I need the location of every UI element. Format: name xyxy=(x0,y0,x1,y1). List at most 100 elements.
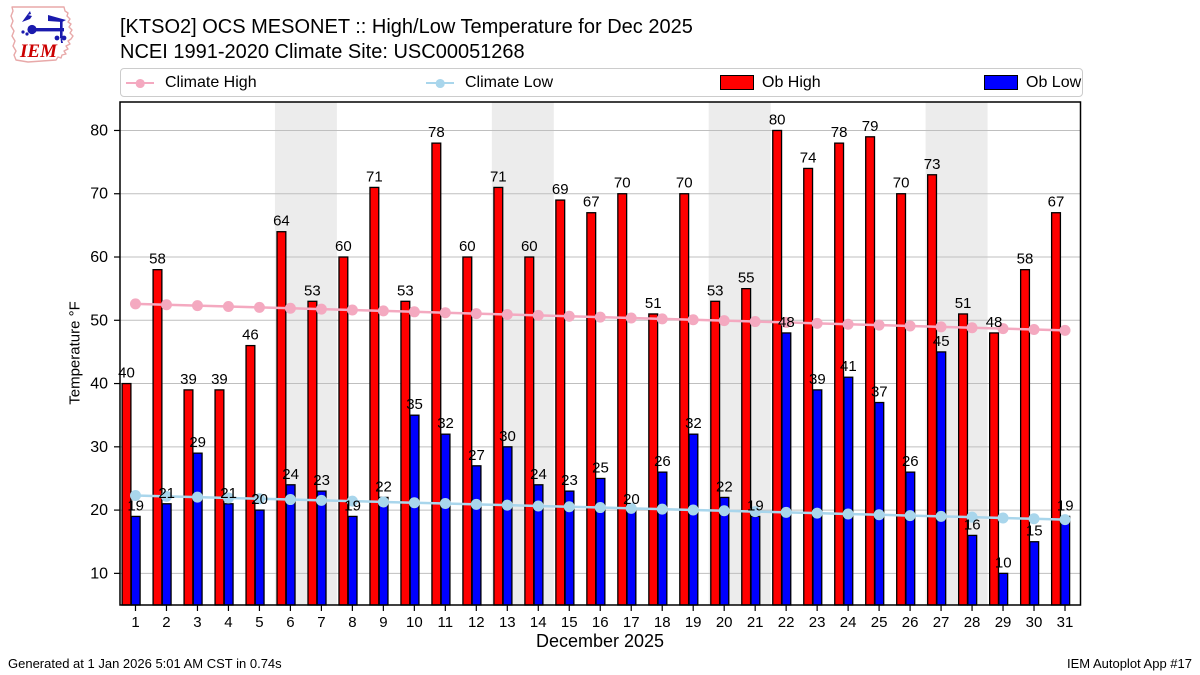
svg-text:9: 9 xyxy=(379,614,387,631)
svg-text:46: 46 xyxy=(242,327,259,344)
svg-text:70: 70 xyxy=(676,175,693,192)
svg-text:60: 60 xyxy=(459,238,476,255)
svg-text:40: 40 xyxy=(90,376,108,393)
svg-text:23: 23 xyxy=(561,472,578,489)
svg-text:48: 48 xyxy=(778,314,795,331)
svg-text:58: 58 xyxy=(149,251,166,268)
svg-text:28: 28 xyxy=(964,614,981,631)
svg-text:21: 21 xyxy=(220,485,237,502)
svg-text:11: 11 xyxy=(438,614,454,631)
svg-text:29: 29 xyxy=(995,614,1012,631)
svg-text:51: 51 xyxy=(955,295,972,312)
svg-text:21: 21 xyxy=(158,485,175,502)
svg-text:8: 8 xyxy=(348,614,356,631)
svg-text:7: 7 xyxy=(317,614,325,631)
svg-text:22: 22 xyxy=(716,478,733,495)
svg-text:16: 16 xyxy=(964,516,981,533)
svg-text:13: 13 xyxy=(499,614,516,631)
svg-text:73: 73 xyxy=(924,156,941,173)
svg-text:3: 3 xyxy=(193,614,201,631)
svg-text:30: 30 xyxy=(499,428,516,445)
svg-text:23: 23 xyxy=(313,472,330,489)
svg-text:69: 69 xyxy=(552,181,569,198)
svg-text:29: 29 xyxy=(189,434,206,451)
svg-text:2: 2 xyxy=(162,614,170,631)
svg-text:39: 39 xyxy=(809,371,826,388)
svg-text:19: 19 xyxy=(344,497,361,514)
svg-text:37: 37 xyxy=(871,384,888,401)
svg-text:70: 70 xyxy=(90,186,108,203)
svg-text:31: 31 xyxy=(1057,614,1074,631)
svg-text:55: 55 xyxy=(738,270,755,287)
svg-text:12: 12 xyxy=(468,614,485,631)
svg-text:70: 70 xyxy=(893,175,910,192)
svg-text:78: 78 xyxy=(428,124,445,141)
svg-text:50: 50 xyxy=(90,312,108,329)
svg-text:10: 10 xyxy=(406,614,423,631)
svg-text:41: 41 xyxy=(840,358,857,375)
svg-text:60: 60 xyxy=(335,238,352,255)
svg-text:26: 26 xyxy=(902,453,919,470)
svg-text:16: 16 xyxy=(592,614,609,631)
svg-text:35: 35 xyxy=(406,396,423,413)
svg-text:1: 1 xyxy=(131,614,139,631)
svg-text:23: 23 xyxy=(809,614,826,631)
svg-text:20: 20 xyxy=(90,502,108,519)
svg-text:51: 51 xyxy=(645,295,662,312)
svg-text:19: 19 xyxy=(127,497,144,514)
svg-text:25: 25 xyxy=(592,459,609,476)
svg-text:15: 15 xyxy=(1026,523,1043,540)
svg-text:32: 32 xyxy=(437,415,454,432)
svg-text:4: 4 xyxy=(224,614,232,631)
svg-text:32: 32 xyxy=(685,415,702,432)
svg-text:10: 10 xyxy=(90,565,108,582)
svg-text:6: 6 xyxy=(286,614,294,631)
svg-text:25: 25 xyxy=(871,614,888,631)
svg-text:80: 80 xyxy=(769,111,786,128)
svg-text:20: 20 xyxy=(716,614,733,631)
svg-text:27: 27 xyxy=(933,614,950,631)
svg-text:19: 19 xyxy=(747,497,764,514)
svg-text:53: 53 xyxy=(707,282,724,299)
svg-text:53: 53 xyxy=(304,282,321,299)
svg-text:30: 30 xyxy=(1026,614,1043,631)
svg-text:45: 45 xyxy=(933,333,950,350)
svg-text:21: 21 xyxy=(747,614,764,631)
svg-text:67: 67 xyxy=(583,194,600,211)
svg-text:18: 18 xyxy=(654,614,671,631)
svg-text:80: 80 xyxy=(90,122,108,139)
svg-text:71: 71 xyxy=(490,168,507,185)
svg-text:39: 39 xyxy=(180,371,197,388)
svg-text:64: 64 xyxy=(273,213,290,230)
svg-text:58: 58 xyxy=(1017,251,1034,268)
svg-text:48: 48 xyxy=(986,314,1003,331)
svg-text:19: 19 xyxy=(685,614,702,631)
svg-text:26: 26 xyxy=(902,614,919,631)
svg-text:70: 70 xyxy=(614,175,631,192)
svg-text:60: 60 xyxy=(90,249,108,266)
svg-text:24: 24 xyxy=(840,614,857,631)
svg-text:15: 15 xyxy=(561,614,578,631)
svg-text:30: 30 xyxy=(90,439,108,456)
svg-text:26: 26 xyxy=(654,453,671,470)
svg-text:74: 74 xyxy=(800,149,817,166)
svg-text:10: 10 xyxy=(995,554,1012,571)
svg-text:17: 17 xyxy=(623,614,640,631)
svg-text:53: 53 xyxy=(397,282,414,299)
svg-text:27: 27 xyxy=(468,447,485,464)
svg-text:20: 20 xyxy=(623,491,640,508)
svg-text:24: 24 xyxy=(282,466,299,483)
svg-text:22: 22 xyxy=(778,614,795,631)
svg-text:24: 24 xyxy=(530,466,547,483)
svg-text:78: 78 xyxy=(831,124,848,141)
svg-text:71: 71 xyxy=(366,168,383,185)
svg-text:19: 19 xyxy=(1057,497,1074,514)
svg-text:5: 5 xyxy=(255,614,263,631)
svg-text:39: 39 xyxy=(211,371,228,388)
svg-text:67: 67 xyxy=(1048,194,1065,211)
svg-text:14: 14 xyxy=(530,614,547,631)
svg-text:22: 22 xyxy=(375,478,392,495)
svg-text:20: 20 xyxy=(251,491,268,508)
svg-text:60: 60 xyxy=(521,238,538,255)
svg-text:79: 79 xyxy=(862,118,879,135)
